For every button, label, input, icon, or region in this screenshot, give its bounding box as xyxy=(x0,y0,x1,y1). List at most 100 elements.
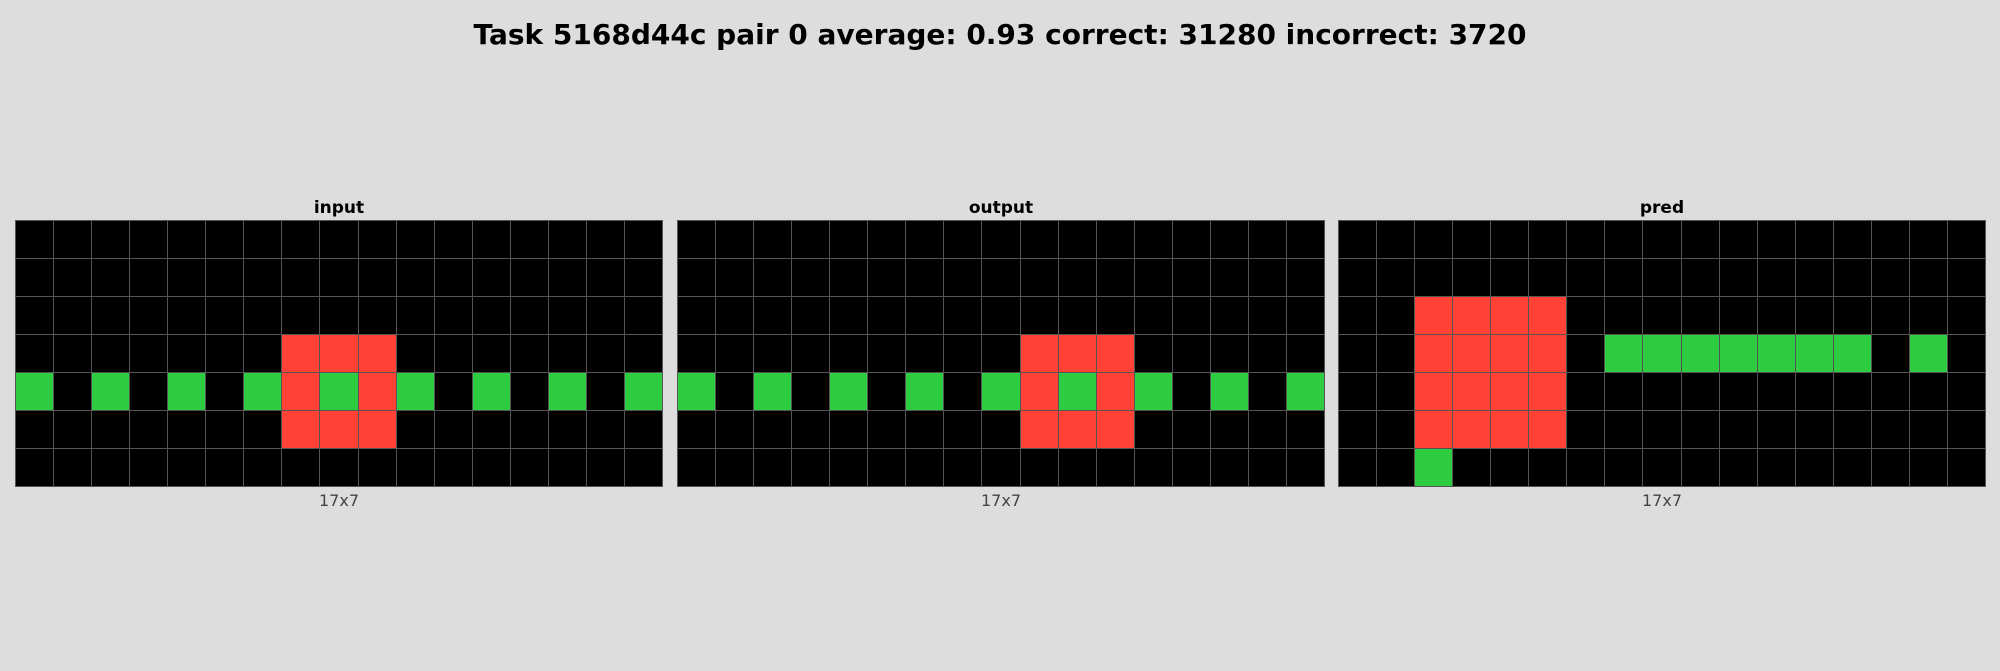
grid-cell xyxy=(1833,373,1871,410)
grid-cell xyxy=(434,373,472,410)
grid-cell xyxy=(358,411,396,448)
grid-cell xyxy=(624,221,662,258)
grid-cell xyxy=(678,449,716,486)
grid-cell xyxy=(678,297,716,334)
grid-cell xyxy=(830,297,868,334)
grid-cell xyxy=(982,373,1020,410)
grid-cell xyxy=(982,335,1020,372)
grid-cell xyxy=(1605,221,1643,258)
grid-cell xyxy=(1377,259,1415,296)
grid-cell xyxy=(282,259,320,296)
grid-cell xyxy=(358,259,396,296)
grid-cell xyxy=(1947,411,1985,448)
grid-cell xyxy=(1795,411,1833,448)
grid-cell xyxy=(586,373,624,410)
grid-cell xyxy=(320,335,358,372)
grid-cell xyxy=(1020,221,1058,258)
grid-cell xyxy=(1172,221,1210,258)
grid-cell xyxy=(1833,335,1871,372)
grid-cell xyxy=(1719,221,1757,258)
grid-cell xyxy=(586,297,624,334)
grid-cell xyxy=(16,221,54,258)
grid-cell xyxy=(1096,411,1134,448)
grid-cell xyxy=(1681,221,1719,258)
grid-cell xyxy=(472,411,510,448)
grid-cell xyxy=(1415,259,1453,296)
grid-cell xyxy=(1833,449,1871,486)
grid-cell xyxy=(982,449,1020,486)
grid-cell xyxy=(1415,297,1453,334)
grid-cell xyxy=(1605,373,1643,410)
grid-cell xyxy=(1491,373,1529,410)
grid-cell xyxy=(792,373,830,410)
grid-cell xyxy=(472,449,510,486)
grid-cell xyxy=(1909,335,1947,372)
grid-cell xyxy=(1643,297,1681,334)
grid-cell xyxy=(244,373,282,410)
grid-cell xyxy=(1909,411,1947,448)
grid-cell xyxy=(624,373,662,410)
grid-cell xyxy=(282,449,320,486)
grid-cell xyxy=(1058,373,1096,410)
panel-input: input 17x7 xyxy=(15,196,663,511)
grid-cell xyxy=(586,259,624,296)
grid-cell xyxy=(1719,335,1757,372)
grid-cell xyxy=(1643,259,1681,296)
grid-cell xyxy=(16,449,54,486)
grid-cell xyxy=(982,221,1020,258)
grid-cell xyxy=(358,449,396,486)
grid-cell xyxy=(1134,373,1172,410)
grid-cell xyxy=(1909,449,1947,486)
panel-title-pred: pred xyxy=(1639,198,1685,218)
grid-cell xyxy=(1795,259,1833,296)
grid-cell xyxy=(1172,335,1210,372)
grid-cell xyxy=(1134,297,1172,334)
grid-cell xyxy=(1248,221,1286,258)
grid-cell xyxy=(716,221,754,258)
grid-cell xyxy=(1210,221,1248,258)
grid-cell xyxy=(1172,373,1210,410)
grid-cell xyxy=(130,297,168,334)
grid-cell xyxy=(1681,259,1719,296)
panel-title-output: output xyxy=(968,198,1034,218)
grid-cell xyxy=(54,373,92,410)
grid-cell xyxy=(1567,411,1605,448)
size-label-output: 17x7 xyxy=(980,491,1021,510)
grid-cell xyxy=(168,373,206,410)
grid-cell xyxy=(1286,259,1324,296)
grid-cell xyxy=(754,297,792,334)
grid-cell xyxy=(1605,297,1643,334)
grid-cell xyxy=(396,373,434,410)
grid-cell xyxy=(1757,335,1795,372)
grid-cell xyxy=(548,449,586,486)
grid-cell xyxy=(434,297,472,334)
grid-cell xyxy=(282,335,320,372)
grid-cell xyxy=(716,373,754,410)
grid-cell xyxy=(1529,449,1567,486)
grid-cell xyxy=(1415,335,1453,372)
grid-cell xyxy=(1947,335,1985,372)
grid-cell xyxy=(1415,373,1453,410)
grid-cell xyxy=(1453,373,1491,410)
grid-cell xyxy=(1134,221,1172,258)
grid-cell xyxy=(1058,449,1096,486)
grid-cell xyxy=(510,297,548,334)
grid-cell xyxy=(168,449,206,486)
grid-cell xyxy=(54,221,92,258)
grid-cell xyxy=(1491,335,1529,372)
grid-cell xyxy=(1210,259,1248,296)
grid-cell xyxy=(1947,297,1985,334)
grid-cell xyxy=(1286,335,1324,372)
grid-cell xyxy=(1058,411,1096,448)
grid-cell xyxy=(1377,373,1415,410)
grid-output xyxy=(677,220,1325,487)
grid-cell xyxy=(16,259,54,296)
grid-cell xyxy=(206,297,244,334)
grid-cell xyxy=(510,373,548,410)
grid-cell xyxy=(510,449,548,486)
grid-cell xyxy=(472,373,510,410)
grid-cell xyxy=(320,259,358,296)
grid-cell xyxy=(754,373,792,410)
grid-cell xyxy=(1681,335,1719,372)
grid-cell xyxy=(548,297,586,334)
